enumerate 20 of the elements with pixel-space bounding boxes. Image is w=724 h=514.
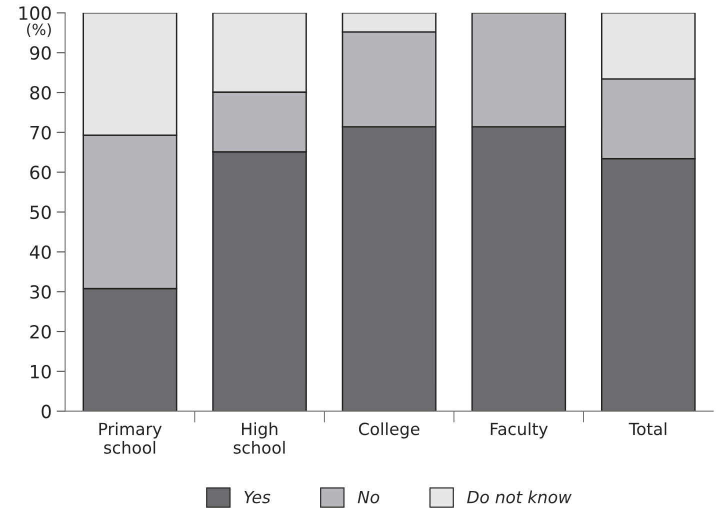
x-tick-label: High school [234, 422, 285, 454]
y-tick-label: 0 [42, 404, 51, 418]
y-tick-label: 40 [30, 245, 51, 259]
y-tick-label: 80 [30, 86, 51, 100]
y-tick-label: 10 [30, 364, 51, 378]
x-tick-label: Primary school [99, 422, 162, 454]
x-tick-label: College [358, 422, 420, 438]
y-tick-label: 90 [30, 46, 51, 60]
y-tick-label: 20 [30, 324, 51, 339]
legend-label: Do not know [467, 490, 572, 504]
y-axis-title: (%) [27, 23, 51, 38]
x-tick-label: Faculty [490, 422, 548, 438]
y-tick-label: 50 [30, 205, 51, 220]
y-tick-label: 70 [30, 126, 51, 140]
y-tick-label: 100 [19, 6, 51, 20]
legend-label: Yes [244, 490, 270, 504]
y-tick-label: 60 [30, 166, 51, 180]
y-tick-label: 30 [30, 285, 51, 299]
legend-label: No [358, 490, 380, 504]
x-tick-label: Total [628, 422, 666, 436]
